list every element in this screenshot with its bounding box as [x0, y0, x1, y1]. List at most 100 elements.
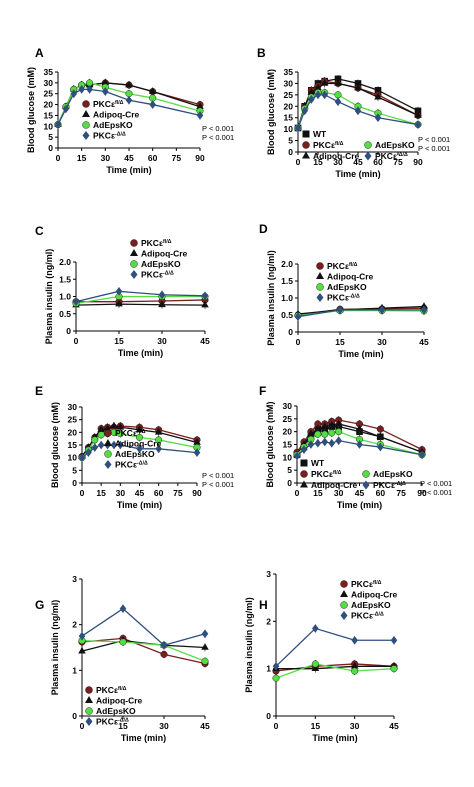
- data-point: [354, 106, 362, 116]
- y-axis-title: Blood glucose (mM): [266, 69, 276, 155]
- p-value-annotation: P < 0.001: [202, 480, 234, 489]
- y-axis-title: Plasma insulin (ng/ml): [266, 250, 276, 346]
- legend-label: Adipoq-Cre: [141, 249, 188, 259]
- p-value-annotation: P < 0.001: [420, 479, 452, 488]
- legend-label: Adipoq-Cre: [96, 696, 143, 706]
- legend-marker: [130, 249, 138, 256]
- data-point: [294, 123, 302, 133]
- legend-label: PKCεfl/Δ: [96, 685, 127, 695]
- data-point: [376, 425, 384, 433]
- series-line: [75, 295, 205, 305]
- legend-label: PKCεfl/Δ: [311, 469, 342, 479]
- legend-label: PKCε-Δ/Δ: [373, 480, 406, 490]
- y-tick-label: 2: [266, 616, 271, 626]
- legend-label: WT: [313, 129, 327, 139]
- y-tick-label: 10: [68, 453, 78, 463]
- data-point: [86, 85, 93, 94]
- data-point: [196, 102, 204, 110]
- series-line: [297, 305, 425, 315]
- y-tick-label: 20: [284, 101, 294, 111]
- legend-marker: [85, 707, 93, 715]
- data-point: [307, 88, 316, 95]
- data-point: [196, 111, 204, 120]
- y-tick-label: 0: [288, 327, 293, 337]
- data-point: [334, 91, 342, 99]
- x-tick-label: 60: [154, 488, 164, 498]
- data-point: [135, 433, 143, 441]
- x-tick-label: 15: [118, 721, 128, 731]
- series-line: [75, 303, 206, 306]
- x-tick-label: 45: [200, 721, 210, 731]
- y-tick-label: 1.0: [59, 292, 71, 302]
- data-point: [294, 312, 302, 321]
- p-value-annotation: P < 0.001: [202, 124, 234, 133]
- data-point: [350, 662, 359, 669]
- data-point: [193, 438, 201, 445]
- panel-f: F 0 5 10 15 20 25 30 0 15 30 45 60 75 90 Time (min) Bloo…: [259, 384, 452, 510]
- legend-label: AdEpsKO: [373, 469, 413, 479]
- series-line: [76, 299, 206, 303]
- data-point: [374, 86, 382, 94]
- data-point: [293, 451, 301, 461]
- legend-marker: [82, 121, 90, 129]
- data-point: [62, 104, 70, 114]
- data-point: [307, 440, 315, 449]
- p-value-annotation: P < 0.001: [420, 488, 452, 497]
- legend-label: AdEpsKO: [115, 449, 155, 459]
- legend-marker: [364, 141, 372, 149]
- legend-marker: [302, 130, 310, 138]
- data-point: [354, 80, 362, 87]
- legend-marker: [104, 460, 112, 469]
- series-line: [296, 419, 423, 453]
- data-point: [155, 436, 163, 444]
- x-tick-label: 45: [389, 721, 399, 731]
- legend-marker: [302, 151, 310, 159]
- y-tick-label: 1.5: [59, 274, 71, 284]
- data-point: [97, 431, 105, 439]
- y-tick-label: 25: [283, 414, 293, 424]
- legend-label: PKCε-Δ/Δ: [375, 151, 408, 161]
- data-point: [78, 85, 85, 94]
- data-point: [110, 421, 118, 429]
- legend-marker: [130, 270, 138, 279]
- legend-label: PKCε-Δ/Δ: [351, 611, 384, 621]
- data-point: [311, 660, 319, 668]
- series-line: [297, 309, 424, 318]
- data-point: [334, 97, 342, 107]
- y-tick-label: 10: [44, 121, 54, 131]
- y-tick-label: 0: [266, 711, 271, 721]
- x-tick-label: 15: [114, 336, 124, 346]
- data-point: [414, 120, 422, 129]
- legend-marker: [362, 470, 370, 478]
- x-tick-label: 45: [419, 337, 429, 347]
- data-point: [201, 300, 209, 308]
- data-point: [193, 448, 201, 457]
- x-tick-label: 45: [135, 488, 145, 498]
- legend-label: AdEpsKO: [351, 600, 391, 610]
- legend-marker: [130, 260, 138, 268]
- x-tick-label: 15: [96, 488, 106, 498]
- data-point: [119, 638, 127, 646]
- data-point: [97, 425, 105, 433]
- series-pkce_flox: [78, 634, 209, 668]
- data-point: [85, 448, 92, 457]
- data-point: [91, 436, 99, 444]
- data-point: [320, 422, 329, 429]
- x-tick-label: 60: [373, 157, 383, 167]
- x-tick-label: 30: [101, 153, 111, 163]
- data-point: [101, 78, 110, 86]
- x-tick-label: 15: [313, 157, 323, 167]
- legend-label: PKCε-Δ/Δ: [96, 717, 129, 727]
- y-tick-label: 2.0: [281, 259, 293, 269]
- legend-label: WT: [311, 458, 325, 468]
- x-axis-title: Time (min): [338, 349, 383, 359]
- series-pkce_delta: [72, 287, 209, 306]
- legend-label: Adipoq-Cre: [311, 480, 358, 490]
- data-point: [336, 305, 344, 315]
- legend-label: PKCεfl/Δ: [327, 261, 358, 271]
- data-point: [321, 437, 329, 447]
